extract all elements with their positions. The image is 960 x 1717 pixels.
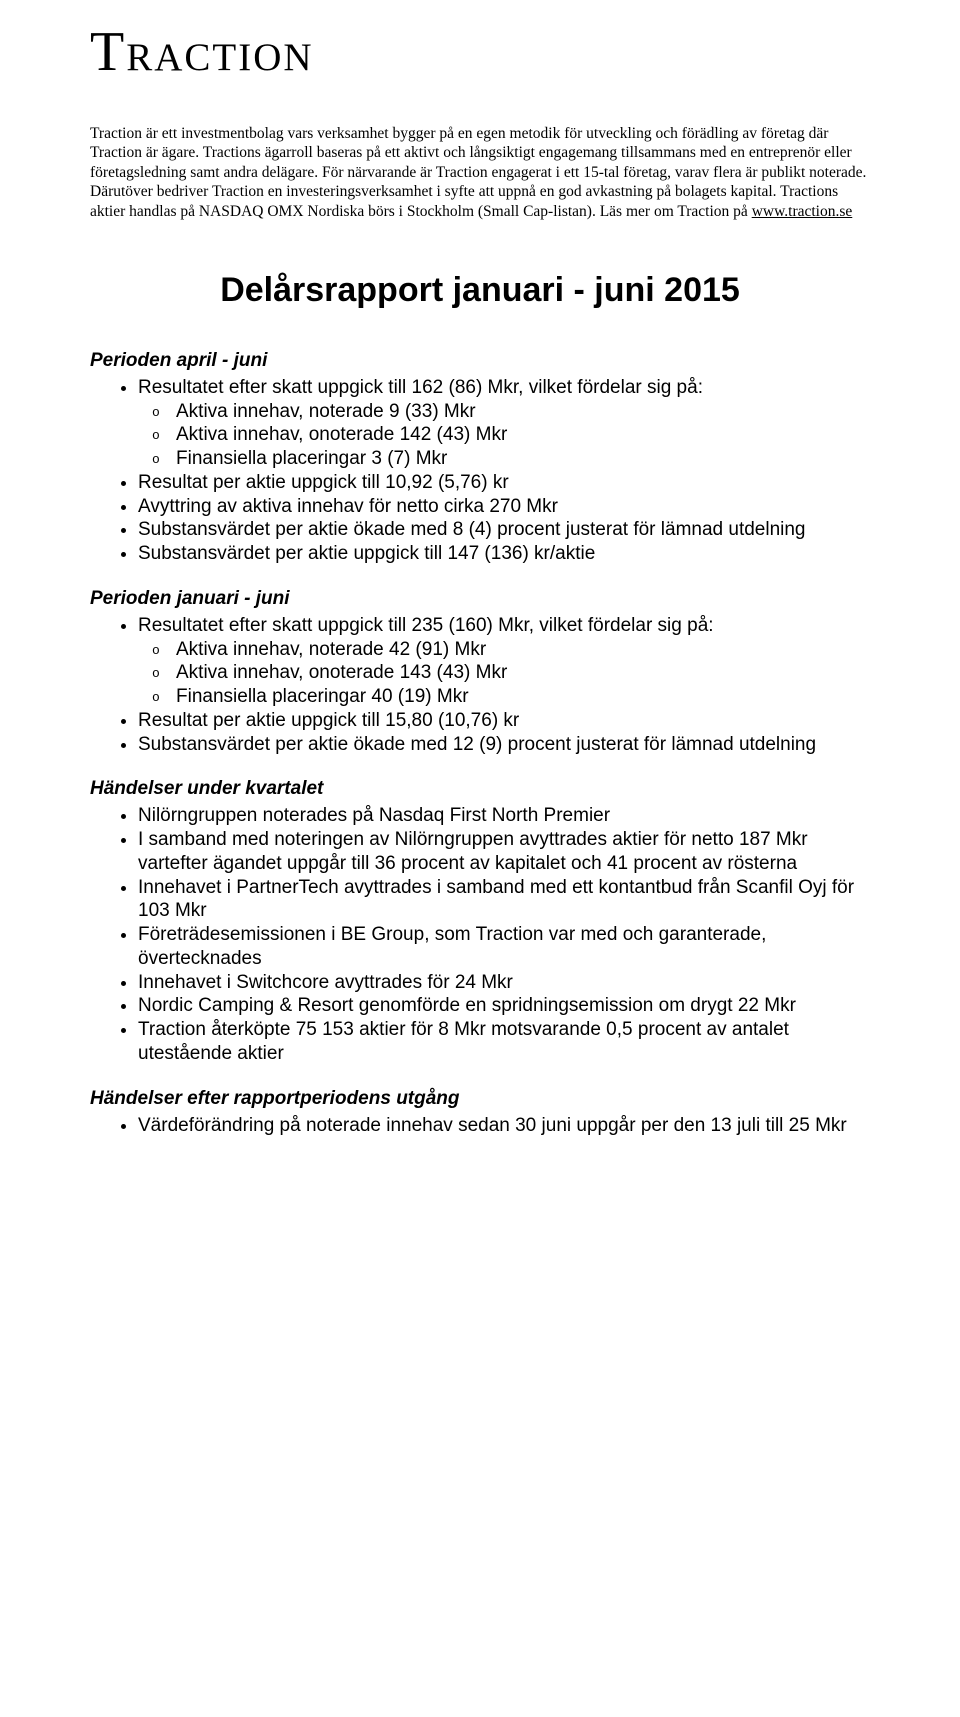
- list-item-text: I samband med noteringen av Nilörngruppe…: [138, 829, 808, 874]
- list-item: Substansvärdet per aktie ökade med 12 (9…: [138, 733, 870, 757]
- list-item-text: Substansvärdet per aktie ökade med 12 (9…: [138, 734, 816, 755]
- list-item-text: Företrädesemissionen i BE Group, som Tra…: [138, 924, 766, 969]
- list-item: Företrädesemissionen i BE Group, som Tra…: [138, 923, 870, 971]
- list-item-text: Innehavet i PartnerTech avyttrades i sam…: [138, 877, 854, 922]
- intro-link[interactable]: www.traction.se: [752, 203, 853, 220]
- sub-list-item: Aktiva innehav, onoterade 143 (43) Mkr: [176, 661, 870, 685]
- list-item: Resultat per aktie uppgick till 10,92 (5…: [138, 471, 870, 495]
- list-item: Substansvärdet per aktie uppgick till 14…: [138, 542, 870, 566]
- list-item-text: Avyttring av aktiva innehav för netto ci…: [138, 496, 558, 517]
- list-item: Substansvärdet per aktie ökade med 8 (4)…: [138, 518, 870, 542]
- section-list: Värdeförändring på noterade innehav seda…: [90, 1114, 870, 1138]
- intro-body: Traction är ett investmentbolag vars ver…: [90, 125, 866, 220]
- section-list: Resultatet efter skatt uppgick till 162 …: [90, 376, 870, 566]
- sub-list-item: Aktiva innehav, noterade 9 (33) Mkr: [176, 400, 870, 424]
- list-item-text: Nordic Camping & Resort genomförde en sp…: [138, 995, 796, 1016]
- list-item: Nordic Camping & Resort genomförde en sp…: [138, 994, 870, 1018]
- list-item: Innehavet i Switchcore avyttrades för 24…: [138, 971, 870, 995]
- sections-container: Perioden april - juni Resultatet efter sk…: [90, 350, 870, 1138]
- section-list: Nilörngruppen noterades på Nasdaq First …: [90, 804, 870, 1065]
- list-item-text: Nilörngruppen noterades på Nasdaq First …: [138, 805, 610, 826]
- list-item-text: Resultat per aktie uppgick till 15,80 (1…: [138, 710, 519, 731]
- list-item-text: Resultat per aktie uppgick till 10,92 (5…: [138, 472, 509, 493]
- list-item: Resultatet efter skatt uppgick till 235 …: [138, 614, 870, 709]
- list-item: Resultatet efter skatt uppgick till 162 …: [138, 376, 870, 471]
- list-item-text: Värdeförändring på noterade innehav seda…: [138, 1115, 847, 1136]
- list-item-text: Resultatet efter skatt uppgick till 162 …: [138, 377, 703, 398]
- list-item-text: Traction återköpte 75 153 aktier för 8 M…: [138, 1019, 789, 1064]
- list-item: Traction återköpte 75 153 aktier för 8 M…: [138, 1018, 870, 1066]
- list-item: Nilörngruppen noterades på Nasdaq First …: [138, 804, 870, 828]
- intro-paragraph: Traction är ett investmentbolag vars ver…: [90, 124, 870, 221]
- report-title: Delårsrapport januari - juni 2015: [90, 271, 870, 310]
- list-item-text: Resultatet efter skatt uppgick till 235 …: [138, 615, 714, 636]
- section-heading: Händelser efter rapportperiodens utgång: [90, 1088, 870, 1110]
- sub-list-item: Aktiva innehav, noterade 42 (91) Mkr: [176, 638, 870, 662]
- section-heading: Perioden april - juni: [90, 350, 870, 372]
- list-item-text: Substansvärdet per aktie ökade med 8 (4)…: [138, 519, 806, 540]
- list-item-text: Substansvärdet per aktie uppgick till 14…: [138, 543, 595, 564]
- sub-list: Aktiva innehav, noterade 9 (33) MkrAktiv…: [138, 400, 870, 471]
- list-item: Avyttring av aktiva innehav för netto ci…: [138, 495, 870, 519]
- sub-list-item: Finansiella placeringar 40 (19) Mkr: [176, 685, 870, 709]
- list-item-text: Innehavet i Switchcore avyttrades för 24…: [138, 972, 513, 993]
- section-heading: Händelser under kvartalet: [90, 778, 870, 800]
- section-heading: Perioden januari - juni: [90, 588, 870, 610]
- section-list: Resultatet efter skatt uppgick till 235 …: [90, 614, 870, 757]
- sub-list-item: Aktiva innehav, onoterade 142 (43) Mkr: [176, 423, 870, 447]
- sub-list: Aktiva innehav, noterade 42 (91) MkrAkti…: [138, 638, 870, 709]
- list-item: Resultat per aktie uppgick till 15,80 (1…: [138, 709, 870, 733]
- company-logo: Traction: [90, 20, 870, 84]
- list-item: I samband med noteringen av Nilörngruppe…: [138, 828, 870, 876]
- list-item: Innehavet i PartnerTech avyttrades i sam…: [138, 876, 870, 924]
- list-item: Värdeförändring på noterade innehav seda…: [138, 1114, 870, 1138]
- sub-list-item: Finansiella placeringar 3 (7) Mkr: [176, 447, 870, 471]
